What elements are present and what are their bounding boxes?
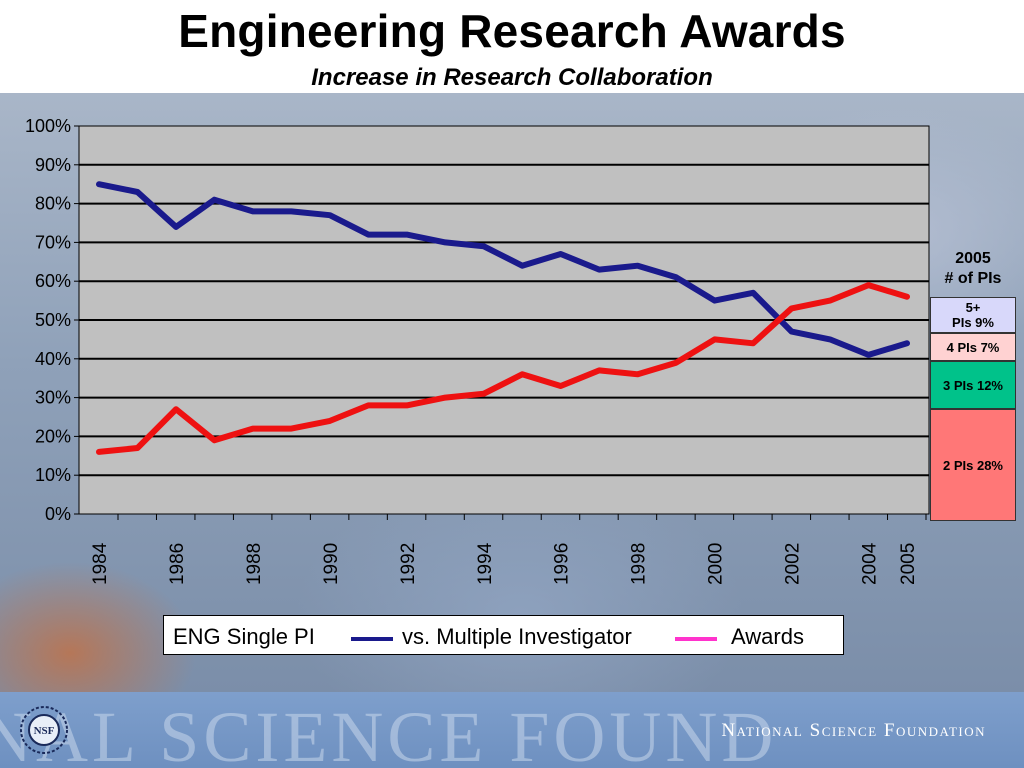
chart-legend: ENG Single PI vs. Multiple Investigator … xyxy=(163,615,844,655)
y-tick-label: 80% xyxy=(35,194,71,214)
series-line xyxy=(96,181,910,358)
legend-swatch-single-pi xyxy=(351,637,393,641)
x-tick-label: 1986 xyxy=(167,543,188,585)
y-tick-label: 50% xyxy=(35,310,71,330)
y-tick-label: 90% xyxy=(35,155,71,175)
pis-heading: # of PIs xyxy=(944,270,1002,287)
x-tick-label: 1988 xyxy=(244,543,265,585)
footer-organization: National Science Foundation xyxy=(721,720,986,741)
pis-segment-label: 2 PIs 28% xyxy=(943,457,1003,473)
x-tick-label: 2005 xyxy=(898,543,919,585)
series-line xyxy=(96,282,910,455)
x-tick-label: 1996 xyxy=(552,543,573,585)
title-header: Engineering Research Awards Increase in … xyxy=(0,0,1024,93)
pis-segment-label: 5+ xyxy=(965,300,981,315)
pis-segment-label: 3 PIs 12% xyxy=(943,377,1003,393)
y-tick-label: 100% xyxy=(25,116,71,136)
legend-swatch-multiple xyxy=(675,637,717,641)
y-tick-label: 70% xyxy=(35,232,71,252)
x-tick-label: 2002 xyxy=(783,543,804,585)
pis-segment: 4 PIs 7% xyxy=(930,333,1016,361)
nsf-logo-text: NSF xyxy=(34,725,55,737)
pis-segment: 3 PIs 12% xyxy=(930,361,1016,409)
x-tick-label: 2000 xyxy=(706,543,727,585)
y-tick-label: 30% xyxy=(35,388,71,408)
y-tick-label: 40% xyxy=(35,349,71,369)
y-tick-label: 0% xyxy=(45,504,71,524)
pis-segment-label: 4 PIs 7% xyxy=(946,339,1000,355)
x-tick-label: 2004 xyxy=(860,542,881,585)
page-subtitle: Increase in Research Collaboration xyxy=(311,64,713,91)
pis-breakdown-header: 2005 # of PIs xyxy=(930,249,1016,289)
legend-label-single-pi: ENG Single PI xyxy=(173,624,315,649)
legend-label-awards: Awards xyxy=(731,624,804,649)
x-tick-label: 1998 xyxy=(629,543,650,585)
line-chart: 0% 10% 20% 30% 40% 50% 60% 70% 80% 90% 100% 1984 19… xyxy=(25,116,930,585)
y-tick-label: 10% xyxy=(35,465,71,485)
pis-year: 2005 xyxy=(955,250,991,267)
page-title: Engineering Research Awards xyxy=(178,5,846,57)
pis-segment: 2 PIs 28% xyxy=(930,409,1016,521)
footer-band: NAL SCIENCE FOUND NSF National Science F… xyxy=(0,692,1024,768)
x-tick-label: 1990 xyxy=(321,543,342,585)
footer-watermark: NAL SCIENCE FOUND xyxy=(0,697,778,768)
x-tick-label: 1994 xyxy=(475,542,496,585)
pis-segment: 5+ PIs 9% xyxy=(930,297,1016,333)
x-tick-label: 1984 xyxy=(90,542,111,585)
nsf-logo-icon: NSF xyxy=(20,706,68,754)
y-tick-label: 20% xyxy=(35,426,71,446)
legend-label-multiple: vs. Multiple Investigator xyxy=(402,624,632,649)
y-tick-label: 60% xyxy=(35,271,71,291)
x-tick-label: 1992 xyxy=(398,543,419,585)
pis-segment-label: PIs 9% xyxy=(952,315,994,330)
